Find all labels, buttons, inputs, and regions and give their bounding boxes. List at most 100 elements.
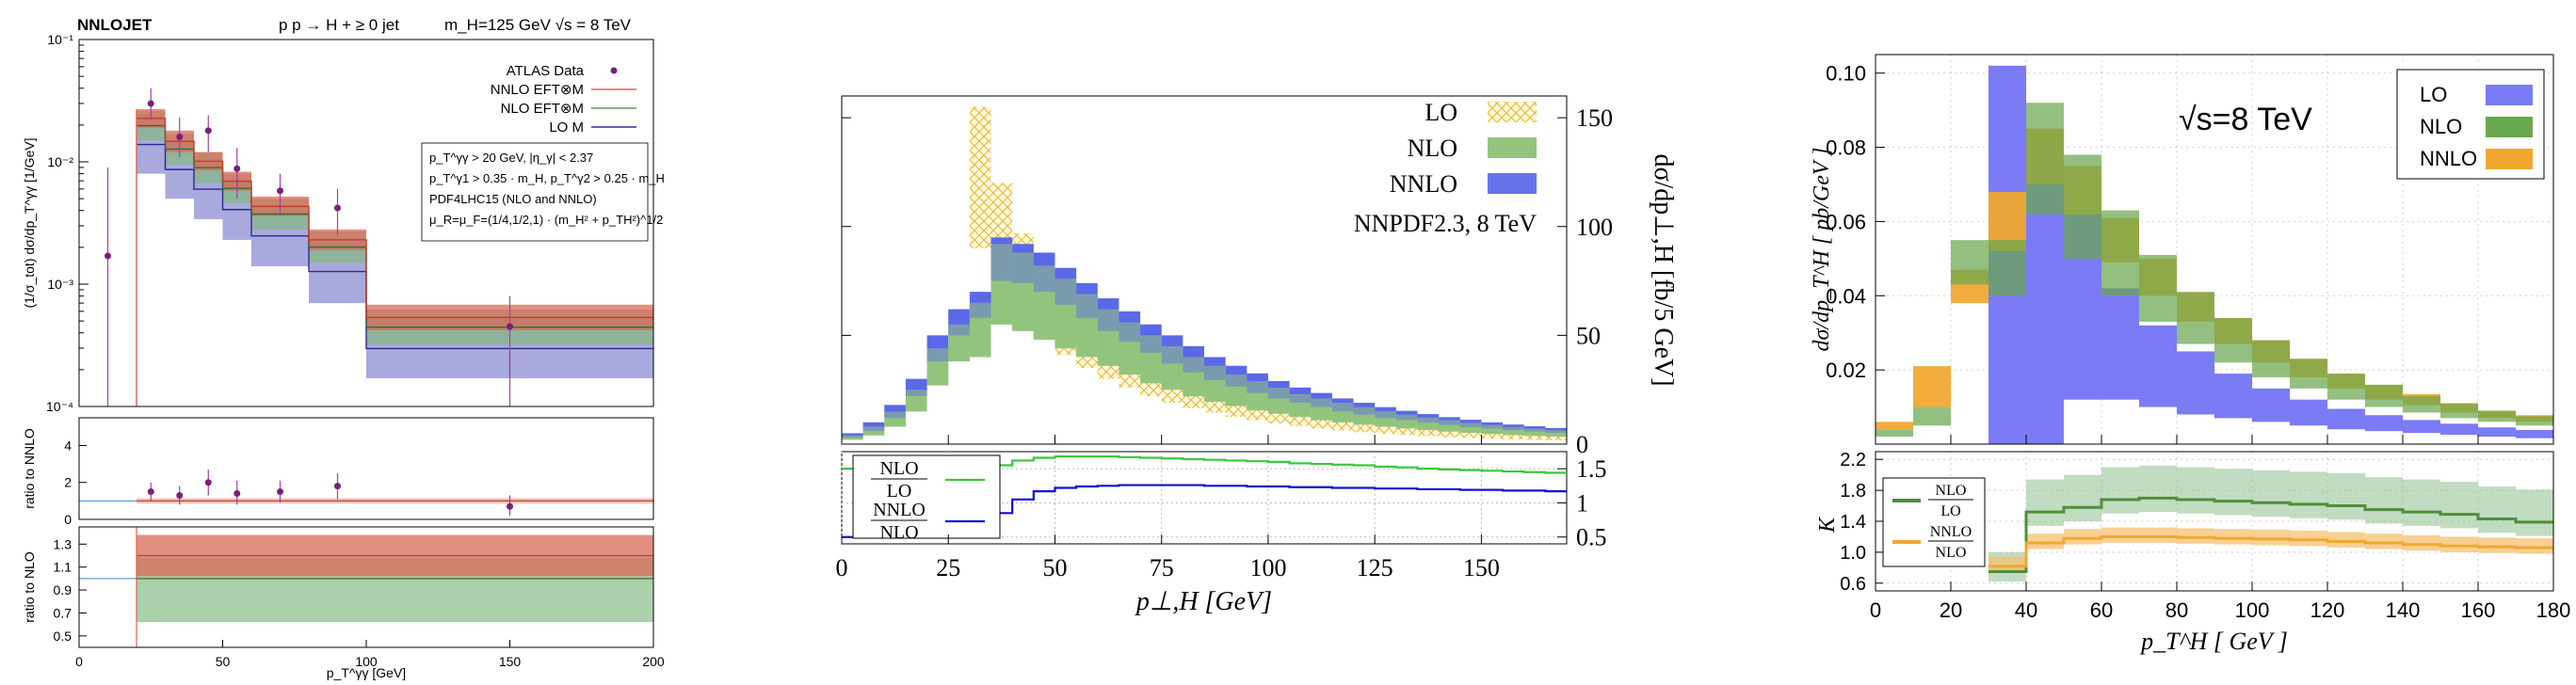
lo-band-bin	[1439, 430, 1460, 438]
nlo-band-bin	[2177, 292, 2214, 344]
nlo-overlay-bin	[862, 426, 885, 436]
nlo-overlay-bin	[1459, 422, 1482, 433]
nlo-band-bin	[1913, 406, 1951, 426]
nlo-overlay-bin	[1267, 387, 1290, 414]
nlo-overlay-bin	[1183, 357, 1204, 397]
ratio1-point	[176, 491, 184, 499]
lo-central-line	[137, 143, 653, 350]
left-chart: NNLOJET p p → H + ≥ 0 jet m_H=125 GeV √s =…	[22, 16, 665, 680]
lo-band-bin	[2101, 288, 2139, 400]
x-tick-label: 80	[2165, 598, 2188, 622]
ratio-nnlo-band-bin	[2403, 534, 2440, 551]
lo-band-bin	[1523, 435, 1546, 440]
lo-band-bin	[1395, 426, 1418, 436]
nlo-band-bin	[2365, 384, 2403, 407]
nlo-overlay-bin	[1055, 279, 1077, 349]
x-tick-label: 160	[2461, 598, 2496, 622]
ratio-tick-label: 1.5	[1576, 455, 1607, 483]
lo-band-bin	[1353, 421, 1376, 433]
nlo-band-bin	[2290, 358, 2327, 389]
nlo-band-bin	[2478, 410, 2516, 422]
ratio-legend-den: NLO	[879, 522, 918, 543]
legend-label: NLO EFT⊗M	[501, 101, 584, 117]
x-tick-label: 150	[499, 654, 522, 669]
ratio-nlo-lo-line	[842, 454, 1567, 491]
ratio-nlo-band-bin	[2214, 469, 2252, 516]
cut-label: μ_R=μ_F=(1/4,1/2,1) · (m_H² + p_TH²)^1/2	[429, 213, 663, 227]
nlo-band-bin	[2214, 317, 2252, 363]
x-axis-title: p⊥,H [GeV]	[1135, 587, 1272, 616]
lo-band-bin	[2403, 420, 2440, 434]
cut-label: PDF4LHC15 (NLO and NNLO)	[429, 192, 597, 206]
ratio-nnlo-band-bin	[2026, 534, 2064, 550]
params-label: m_H=125 GeV √s = 8 TeV	[444, 16, 632, 34]
ratio1-point	[233, 490, 241, 498]
nlo-overlay-bin	[1097, 309, 1119, 366]
nlo-overlay-bin	[1503, 426, 1524, 436]
process-label: p p → H + ≥ 0 jet	[279, 16, 399, 34]
ratio-tick-label: 1.8	[1840, 481, 1866, 502]
x-tick-label: 75	[1150, 554, 1174, 581]
ratio1-tick-label: 0	[64, 512, 72, 527]
lo-band-bin	[2252, 388, 2290, 422]
nlo-overlay-bin	[1481, 424, 1504, 435]
x-tick-label: 100	[2235, 598, 2270, 622]
right-chart: 0.02 0.04 0.06 0.08 0.10 LO NLO NNLO √s=8 TeV dσ/…	[1810, 54, 2570, 655]
ratio-tick-label: 1.4	[1840, 512, 1866, 533]
nlo-overlay-bin	[884, 411, 906, 427]
nlo-band-bin	[2026, 103, 2064, 215]
ratio-nlo-band-bin	[2365, 477, 2403, 524]
ratio-nlo-band-bin	[2327, 473, 2365, 520]
lo-band-bin	[2478, 427, 2516, 438]
main-frame	[78, 39, 654, 407]
nlo-overlay-bin	[905, 390, 927, 412]
ratio-nlo-band-bin	[2403, 479, 2440, 526]
nlo-band-bin	[2101, 210, 2139, 296]
ratio-nlo-band-bin	[2026, 479, 2064, 526]
lo-band-bin	[1375, 423, 1396, 434]
nlo-overlay-bin	[926, 348, 949, 386]
annotation: √s=8 TeV	[2179, 102, 2312, 137]
x-tick-label: 0	[1870, 598, 1881, 622]
y-axis-title: (1/σ_tot) dσ/dp_T^γγ [1/GeV]	[22, 137, 37, 308]
data-point	[507, 323, 513, 330]
nlo-overlay-bin	[1395, 414, 1418, 429]
ratio-nnlo-band-bin	[2327, 532, 2365, 548]
y-tick-label: 0.02	[1826, 358, 1866, 382]
lo-band-bin	[2290, 399, 2327, 426]
nlo-overlay-bin	[1119, 322, 1141, 374]
cut-label: p_T^γγ > 20 GeV, |η_γ| < 2.37	[429, 151, 593, 165]
lo-band-bin	[1481, 433, 1504, 439]
x-tick-label: 25	[936, 554, 960, 581]
legend-swatch	[2486, 149, 2533, 169]
ratio-nlo-band-bin	[2177, 467, 2214, 514]
y-tick-label: 100	[1576, 214, 1613, 241]
ratio-nlo-band-bin	[2064, 474, 2101, 521]
ratio-nnlo-band-bin	[2101, 527, 2139, 544]
ratio-legend-num: NNLO	[1930, 524, 1972, 540]
x-tick-label: 140	[2386, 598, 2421, 622]
ratio-nlo-band-bin	[2101, 467, 2139, 514]
ratio1-point	[277, 488, 283, 496]
cuts-box	[421, 142, 649, 242]
lo-band-bin	[1417, 428, 1440, 437]
main-frame	[841, 95, 1568, 445]
nlo-overlay-bin	[1439, 420, 1460, 432]
ratio2-tick-label: 1.1	[54, 560, 72, 575]
x-tick-label: 50	[1042, 554, 1067, 581]
ratio1-frame	[78, 417, 654, 520]
lo-band-bin	[2214, 374, 2252, 419]
lo-band-bin	[2327, 408, 2365, 430]
nlo-overlay-bin	[1353, 406, 1376, 425]
ratio-legend-num: NLO	[879, 458, 918, 479]
nlo-overlay-bin	[1311, 398, 1332, 421]
nlo-overlay-bin	[842, 435, 863, 440]
x-tick-label: 120	[2310, 598, 2345, 622]
ratio2-tick-label: 0.7	[54, 605, 72, 620]
lo-band-bin	[2139, 325, 2177, 407]
legend-label: LO	[1425, 99, 1457, 126]
ratio-nlo-band-bin	[2139, 465, 2177, 513]
ratio-nlo-band-bin	[2252, 470, 2290, 518]
ratio-legend-num: NNLO	[873, 500, 926, 520]
